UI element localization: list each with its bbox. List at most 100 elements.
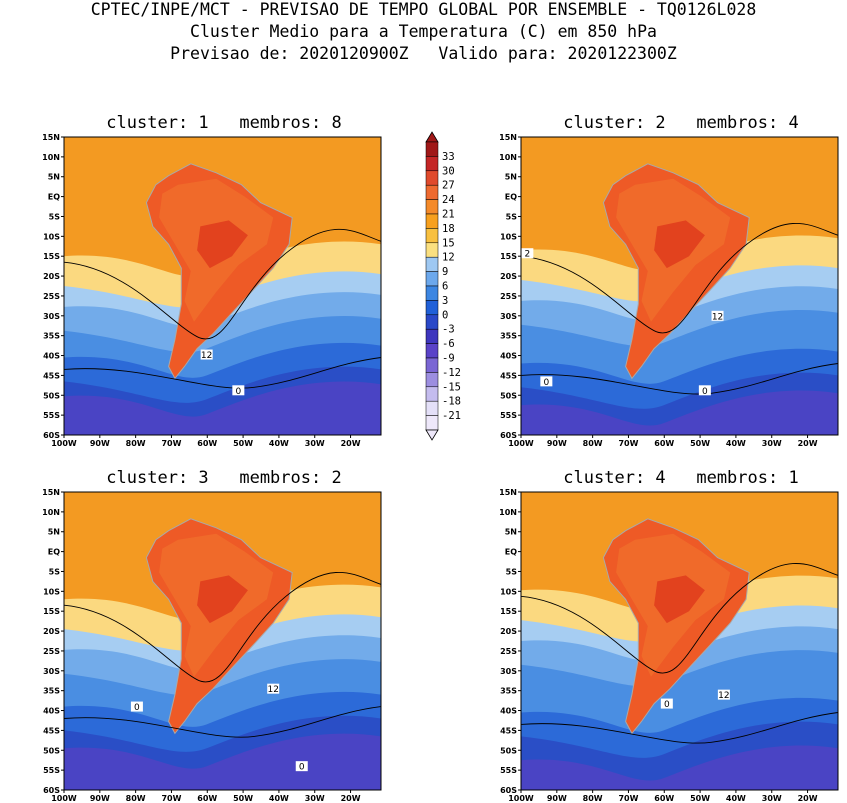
- lat-tick-label: 45S: [43, 726, 60, 735]
- contour-label-box: [200, 349, 213, 360]
- lat-tick-label: 15S: [43, 252, 60, 261]
- lat-tick-label: 30S: [43, 312, 60, 321]
- lat-tick-label: 50S: [43, 746, 60, 755]
- lat-tick-label: 35S: [500, 332, 517, 341]
- lat-tick-label: 30S: [43, 667, 60, 676]
- colorbar-label: -15: [442, 381, 461, 393]
- lat-tick-label: 20S: [500, 627, 517, 636]
- lon-tick-label: 80W: [583, 439, 603, 448]
- lon-tick-label: 80W: [126, 794, 146, 803]
- lat-tick-label: 30S: [500, 667, 517, 676]
- colorbar-label: 30: [442, 165, 455, 177]
- lat-tick-label: 40S: [500, 707, 517, 716]
- colorbar-swatch: [425, 256, 439, 272]
- lat-tick-label: 5N: [48, 173, 60, 182]
- lon-tick-label: 70W: [618, 439, 638, 448]
- coastline: [145, 163, 293, 380]
- lat-tick-label: 15N: [42, 488, 60, 497]
- lat-tick-label: 5N: [505, 528, 517, 537]
- title-line-3: Previsao de: 2020120900Z Valido para: 20…: [170, 44, 677, 63]
- lat-tick-label: 5S: [506, 567, 518, 576]
- lat-tick-label: 15S: [500, 607, 517, 616]
- lat-tick-label: 5S: [506, 212, 518, 221]
- lat-tick-label: 25S: [43, 292, 60, 301]
- lon-tick-label: 30W: [305, 439, 325, 448]
- lat-tick-label: 10S: [43, 587, 60, 596]
- contour-label-box: [130, 701, 143, 712]
- lat-tick-label: 55S: [500, 766, 517, 775]
- lat-tick-label: 15N: [499, 488, 517, 497]
- lat-tick-label: 10S: [43, 232, 60, 241]
- lon-tick-label: 70W: [618, 794, 638, 803]
- lat-tick-label: 15S: [500, 252, 517, 261]
- lon-tick-label: 50W: [690, 439, 710, 448]
- colorbar-swatch: [425, 141, 439, 157]
- field-band-24-27: [197, 220, 248, 269]
- colorbar-label: -6: [442, 338, 455, 350]
- lat-tick-label: 40S: [43, 352, 60, 361]
- lat-tick-label: 45S: [43, 371, 60, 380]
- lon-tick-label: 60W: [197, 439, 217, 448]
- map-panel-cluster-3: 12 0 0 15N 10N 5N EQ 5S 10S 15S 20S 25S 30S 35S 40S 45S…: [42, 488, 382, 803]
- contour-label: 0: [134, 703, 140, 713]
- contour-label-box: [232, 385, 245, 396]
- lat-tick-label: 60S: [43, 431, 60, 440]
- map-frame: [520, 491, 839, 791]
- coastline: [145, 518, 293, 735]
- contour-label: 0: [664, 700, 670, 710]
- field-band-24-27: [197, 575, 248, 624]
- lat-tick-label: 60S: [500, 431, 517, 440]
- lon-tick-label: 90W: [547, 439, 567, 448]
- colorbar-label: 33: [442, 151, 455, 163]
- colorbar-swatch: [425, 372, 439, 388]
- colorbar-swatch: [425, 314, 439, 330]
- lat-tick-label: 55S: [43, 411, 60, 420]
- contour-label: 2: [524, 250, 530, 260]
- lat-tick-label: 10N: [499, 153, 517, 162]
- lat-tick-label: EQ: [48, 193, 60, 202]
- lat-tick-label: 5S: [49, 567, 61, 576]
- panel-1-title: cluster: 1 membros: 8: [106, 113, 342, 133]
- lon-tick-label: 60W: [654, 794, 674, 803]
- lat-tick-label: 55S: [500, 411, 517, 420]
- lat-tick-label: 25S: [43, 647, 60, 656]
- colorbar-label: 12: [442, 252, 455, 264]
- field-band-neg9-neg6: [521, 390, 838, 435]
- lon-tick-label: 40W: [269, 794, 289, 803]
- lat-tick-label: 35S: [500, 687, 517, 696]
- lat-tick-label: 10S: [500, 232, 517, 241]
- lat-tick-label: 10N: [499, 508, 517, 517]
- title-line-2: Cluster Medio para a Temperatura (C) em …: [190, 22, 657, 41]
- colorbar-label: 24: [442, 194, 455, 206]
- field-band-24-27: [654, 220, 705, 269]
- lon-tick-label: 100W: [51, 439, 77, 448]
- colorbar-top-arrow: [425, 131, 439, 143]
- lon-tick-label: 90W: [90, 439, 110, 448]
- contour-label-box: [717, 689, 730, 700]
- lat-tick-label: 50S: [500, 391, 517, 400]
- lon-tick-label: 100W: [508, 794, 534, 803]
- contour-label: 12: [201, 351, 212, 361]
- contour-label-box: [295, 761, 308, 772]
- colorbar-label: 6: [442, 281, 448, 293]
- title-line-1: CPTEC/INPE/MCT - PREVISAO DE TEMPO GLOBA…: [90, 0, 757, 19]
- colorbar-swatch: [425, 228, 439, 244]
- colorbar-label: 21: [442, 209, 455, 221]
- colorbar-swatch: [425, 386, 439, 402]
- colorbar-swatch: [425, 357, 439, 373]
- lon-tick-label: 70W: [161, 439, 181, 448]
- lat-tick-label: EQ: [505, 548, 517, 557]
- colorbar-swatch: [425, 285, 439, 301]
- map-frame: [63, 491, 382, 791]
- contour-label: 12: [712, 312, 723, 322]
- lon-tick-label: 40W: [726, 439, 746, 448]
- contour-label-box: [698, 385, 711, 396]
- panel-3-title: cluster: 3 membros: 2: [106, 468, 342, 488]
- lat-tick-label: 20S: [43, 272, 60, 281]
- lat-tick-label: 55S: [43, 766, 60, 775]
- lat-tick-label: EQ: [48, 548, 60, 557]
- lat-tick-label: 45S: [500, 726, 517, 735]
- contour-label: 0: [702, 387, 708, 397]
- lat-tick-label: 10N: [42, 508, 60, 517]
